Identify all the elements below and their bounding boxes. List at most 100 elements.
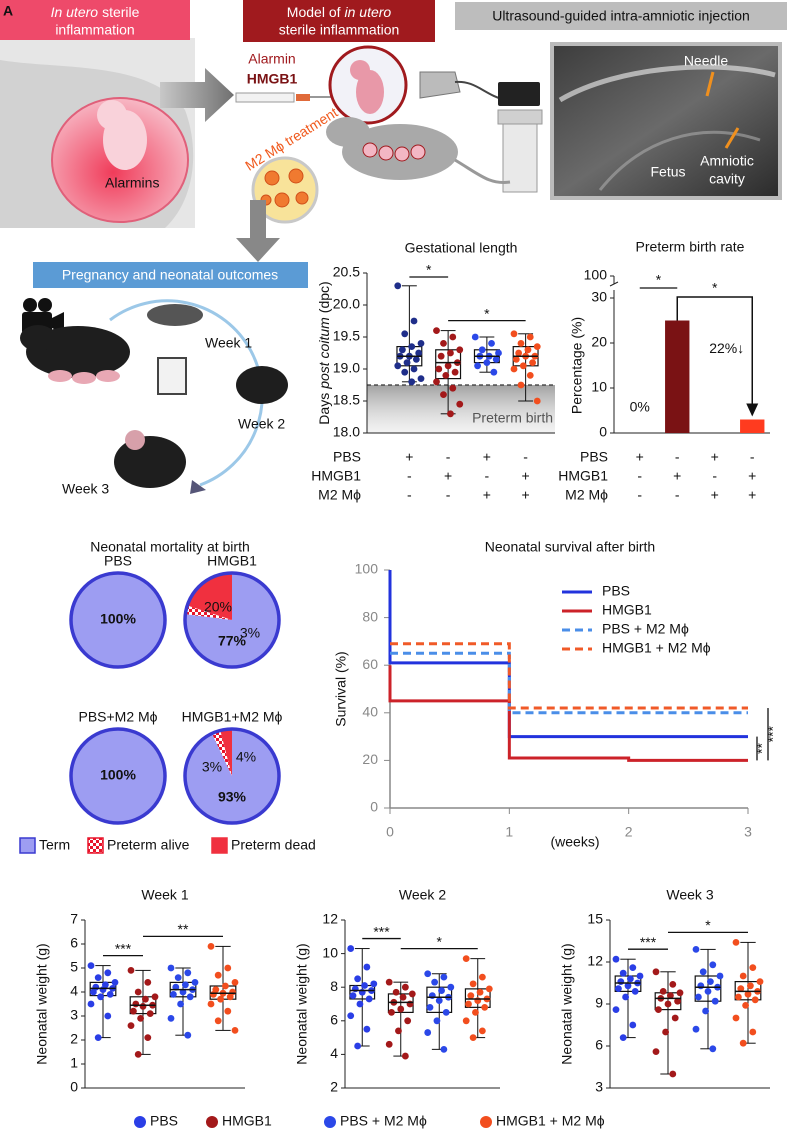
amniotic-label: Amniotic bbox=[700, 153, 754, 169]
data-point bbox=[104, 1012, 112, 1020]
newborns bbox=[48, 370, 120, 384]
data-point bbox=[94, 1034, 102, 1041]
chart-title: Week 3 bbox=[666, 887, 713, 903]
data-point bbox=[144, 1034, 152, 1041]
data-point bbox=[424, 970, 432, 978]
data-point bbox=[739, 1039, 747, 1047]
data-point bbox=[667, 992, 674, 999]
data-point bbox=[408, 990, 416, 998]
clipboard bbox=[157, 357, 187, 395]
data-point bbox=[433, 1017, 441, 1025]
condition-sign: - bbox=[675, 449, 680, 465]
data-point bbox=[354, 975, 362, 983]
bracket-label: * bbox=[656, 272, 662, 288]
bracket-label: * bbox=[484, 305, 490, 321]
data-point bbox=[410, 317, 418, 325]
cycle bbox=[109, 299, 264, 487]
y-axis-label-part: post coitum bbox=[316, 317, 332, 390]
y-tick-label: 80 bbox=[362, 608, 378, 624]
condition-sign: - bbox=[637, 487, 642, 503]
data-point bbox=[462, 1017, 470, 1025]
data-point bbox=[94, 974, 102, 981]
data-point bbox=[662, 1028, 669, 1036]
data-point bbox=[627, 975, 634, 983]
data-point bbox=[399, 993, 407, 1001]
data-point bbox=[615, 985, 622, 992]
legend-dot bbox=[480, 1116, 492, 1128]
bracket-label: * bbox=[712, 280, 718, 296]
pie-slice bbox=[70, 573, 165, 667]
data-point bbox=[711, 997, 719, 1005]
condition-sign: - bbox=[446, 487, 451, 503]
condition-sign: - bbox=[750, 449, 755, 465]
hmgb1-label: HMGB1 bbox=[247, 71, 298, 87]
legend-label: Preterm alive bbox=[107, 837, 190, 853]
data-point bbox=[395, 1027, 402, 1035]
data-point bbox=[629, 964, 637, 971]
data-point bbox=[170, 991, 177, 998]
data-point bbox=[151, 993, 159, 1001]
probe-cable bbox=[454, 80, 506, 101]
x-tick-label: 2 bbox=[625, 824, 633, 840]
data-point bbox=[664, 1000, 672, 1008]
condition-sign: + bbox=[483, 487, 491, 503]
condition-sign: - bbox=[712, 468, 717, 484]
data-point bbox=[652, 1048, 660, 1055]
bracket-label: * bbox=[437, 933, 443, 949]
data-point bbox=[456, 346, 464, 354]
legend-label: PBS bbox=[602, 583, 630, 599]
condition-sign: + bbox=[748, 468, 756, 484]
data-point bbox=[533, 397, 541, 405]
legend-label: HMGB1 bbox=[602, 602, 652, 618]
data-point bbox=[716, 972, 724, 980]
data-point bbox=[737, 985, 745, 992]
condition-sign: - bbox=[523, 449, 528, 465]
data-point bbox=[629, 1021, 637, 1029]
data-point bbox=[695, 993, 702, 1001]
data-point bbox=[222, 982, 229, 990]
arrow bbox=[160, 68, 234, 122]
y-tick-label: 19.5 bbox=[333, 328, 360, 344]
box-in-utero-title: In utero sterile bbox=[51, 4, 140, 20]
significance-label: *** bbox=[765, 726, 781, 743]
data-point bbox=[191, 979, 199, 986]
data-point bbox=[90, 988, 97, 996]
legend-label: Preterm dead bbox=[231, 837, 316, 853]
bar bbox=[665, 320, 690, 433]
pie-slice bbox=[220, 729, 232, 776]
data-point bbox=[612, 1006, 620, 1013]
data-point bbox=[354, 1042, 362, 1050]
bracket-label: ** bbox=[178, 921, 189, 937]
needle-arrow bbox=[705, 71, 715, 97]
legend-swatch bbox=[19, 837, 36, 854]
data-point bbox=[512, 356, 520, 363]
bracket-label: *** bbox=[373, 923, 390, 939]
legend-label: Term bbox=[39, 837, 70, 853]
legend-swatch bbox=[87, 837, 104, 854]
data-point bbox=[146, 1010, 154, 1017]
y-tick-label: 10 bbox=[322, 944, 338, 960]
data-point bbox=[144, 979, 152, 986]
data-point bbox=[435, 997, 443, 1005]
data-point bbox=[137, 1015, 145, 1022]
axis-break bbox=[609, 281, 619, 287]
condition-name: HMGB1 bbox=[558, 468, 608, 484]
data-point bbox=[87, 1000, 95, 1008]
box bbox=[426, 986, 453, 1014]
week3-ear bbox=[125, 430, 145, 450]
data-point bbox=[214, 1017, 222, 1025]
down-arrow bbox=[236, 200, 280, 262]
data-point bbox=[424, 1029, 432, 1036]
data-point bbox=[697, 982, 705, 990]
bracket-label: * bbox=[705, 917, 711, 933]
y-tick-label: 3 bbox=[70, 1007, 78, 1023]
box bbox=[694, 975, 722, 1002]
data-point bbox=[749, 964, 757, 971]
cells bbox=[260, 168, 309, 208]
legend-label: HMGB1 + M2 Mϕ bbox=[602, 640, 711, 656]
legend-label: HMGB1 bbox=[222, 1113, 272, 1129]
data-point bbox=[709, 1045, 717, 1053]
y-axis-label: Survival (%) bbox=[333, 651, 349, 726]
data-point bbox=[447, 983, 455, 991]
box-in-utero bbox=[0, 0, 190, 40]
